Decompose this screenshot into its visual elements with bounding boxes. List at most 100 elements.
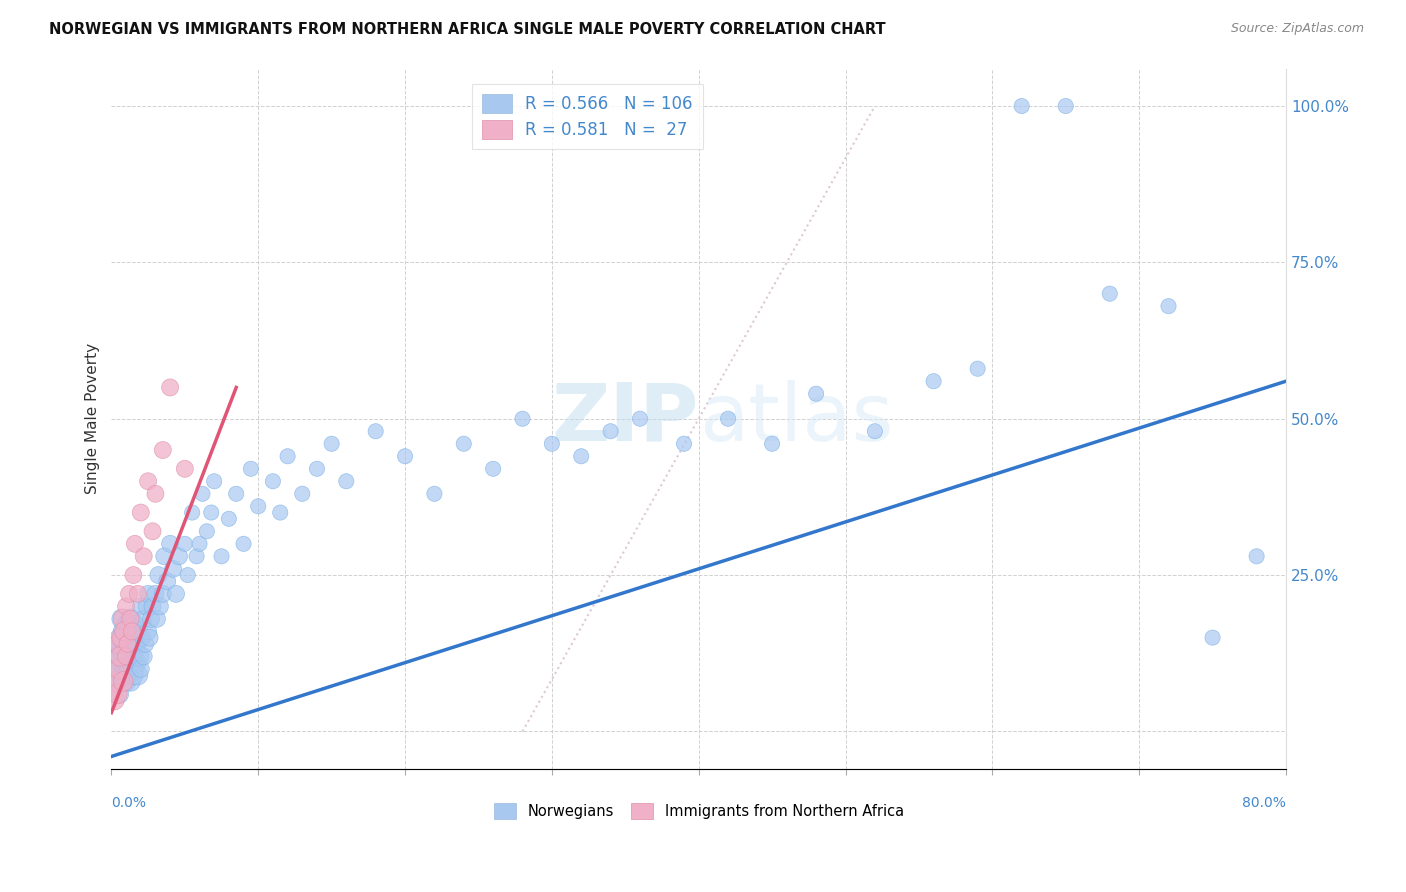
- Point: [120, 612, 142, 626]
- Point: [291, 487, 314, 501]
- Point: [105, 687, 128, 701]
- Point: [173, 537, 195, 551]
- Point: [118, 587, 141, 601]
- Point: [120, 637, 142, 651]
- Point: [141, 599, 163, 614]
- Point: [124, 537, 146, 551]
- Point: [128, 649, 150, 664]
- Point: [202, 475, 225, 489]
- Point: [149, 599, 172, 614]
- Point: [761, 436, 783, 450]
- Text: atlas: atlas: [699, 380, 893, 458]
- Point: [200, 506, 222, 520]
- Point: [218, 512, 240, 526]
- Point: [107, 662, 129, 676]
- Point: [159, 380, 181, 394]
- Point: [121, 624, 143, 639]
- Point: [132, 612, 155, 626]
- Point: [111, 631, 134, 645]
- Point: [105, 674, 128, 689]
- Point: [129, 506, 152, 520]
- Point: [135, 599, 157, 614]
- Text: Source: ZipAtlas.com: Source: ZipAtlas.com: [1230, 22, 1364, 36]
- Point: [118, 624, 141, 639]
- Point: [541, 436, 564, 450]
- Point: [239, 462, 262, 476]
- Point: [139, 612, 162, 626]
- Point: [188, 537, 211, 551]
- Point: [107, 687, 129, 701]
- Point: [115, 618, 138, 632]
- Point: [225, 487, 247, 501]
- Point: [136, 587, 159, 601]
- Point: [1011, 99, 1033, 113]
- Point: [186, 549, 208, 564]
- Point: [394, 450, 416, 464]
- Point: [195, 524, 218, 539]
- Point: [364, 424, 387, 438]
- Point: [321, 436, 343, 450]
- Point: [127, 668, 149, 682]
- Point: [512, 411, 534, 425]
- Point: [599, 424, 621, 438]
- Point: [118, 662, 141, 676]
- Text: 0.0%: 0.0%: [111, 797, 146, 811]
- Point: [1246, 549, 1268, 564]
- Point: [117, 637, 139, 651]
- Point: [335, 475, 357, 489]
- Point: [104, 649, 127, 664]
- Point: [131, 631, 153, 645]
- Point: [152, 587, 174, 601]
- Point: [129, 662, 152, 676]
- Point: [129, 599, 152, 614]
- Point: [114, 637, 136, 651]
- Point: [132, 649, 155, 664]
- Point: [115, 643, 138, 657]
- Point: [114, 624, 136, 639]
- Point: [136, 475, 159, 489]
- Point: [107, 637, 129, 651]
- Point: [127, 624, 149, 639]
- Point: [103, 662, 125, 676]
- Point: [134, 637, 156, 651]
- Point: [717, 411, 740, 425]
- Point: [112, 624, 135, 639]
- Point: [112, 668, 135, 682]
- Point: [104, 674, 127, 689]
- Point: [115, 599, 138, 614]
- Point: [423, 487, 446, 501]
- Point: [569, 450, 592, 464]
- Point: [191, 487, 214, 501]
- Point: [804, 386, 827, 401]
- Point: [112, 649, 135, 664]
- Point: [110, 649, 132, 664]
- Point: [145, 487, 167, 501]
- Point: [672, 436, 695, 450]
- Point: [153, 549, 176, 564]
- Point: [103, 693, 125, 707]
- Point: [1157, 299, 1180, 313]
- Point: [156, 574, 179, 589]
- Point: [121, 656, 143, 670]
- Point: [145, 587, 167, 601]
- Point: [162, 562, 184, 576]
- Point: [159, 537, 181, 551]
- Point: [211, 549, 233, 564]
- Point: [167, 549, 190, 564]
- Point: [117, 668, 139, 682]
- Point: [110, 662, 132, 676]
- Legend: Norwegians, Immigrants from Northern Africa: Norwegians, Immigrants from Northern Afr…: [488, 797, 910, 825]
- Point: [112, 674, 135, 689]
- Point: [277, 450, 299, 464]
- Point: [181, 506, 204, 520]
- Point: [127, 587, 149, 601]
- Point: [247, 500, 270, 514]
- Point: [1098, 286, 1121, 301]
- Point: [124, 643, 146, 657]
- Point: [138, 631, 160, 645]
- Point: [124, 618, 146, 632]
- Point: [115, 649, 138, 664]
- Point: [125, 637, 148, 651]
- Point: [453, 436, 475, 450]
- Point: [262, 475, 284, 489]
